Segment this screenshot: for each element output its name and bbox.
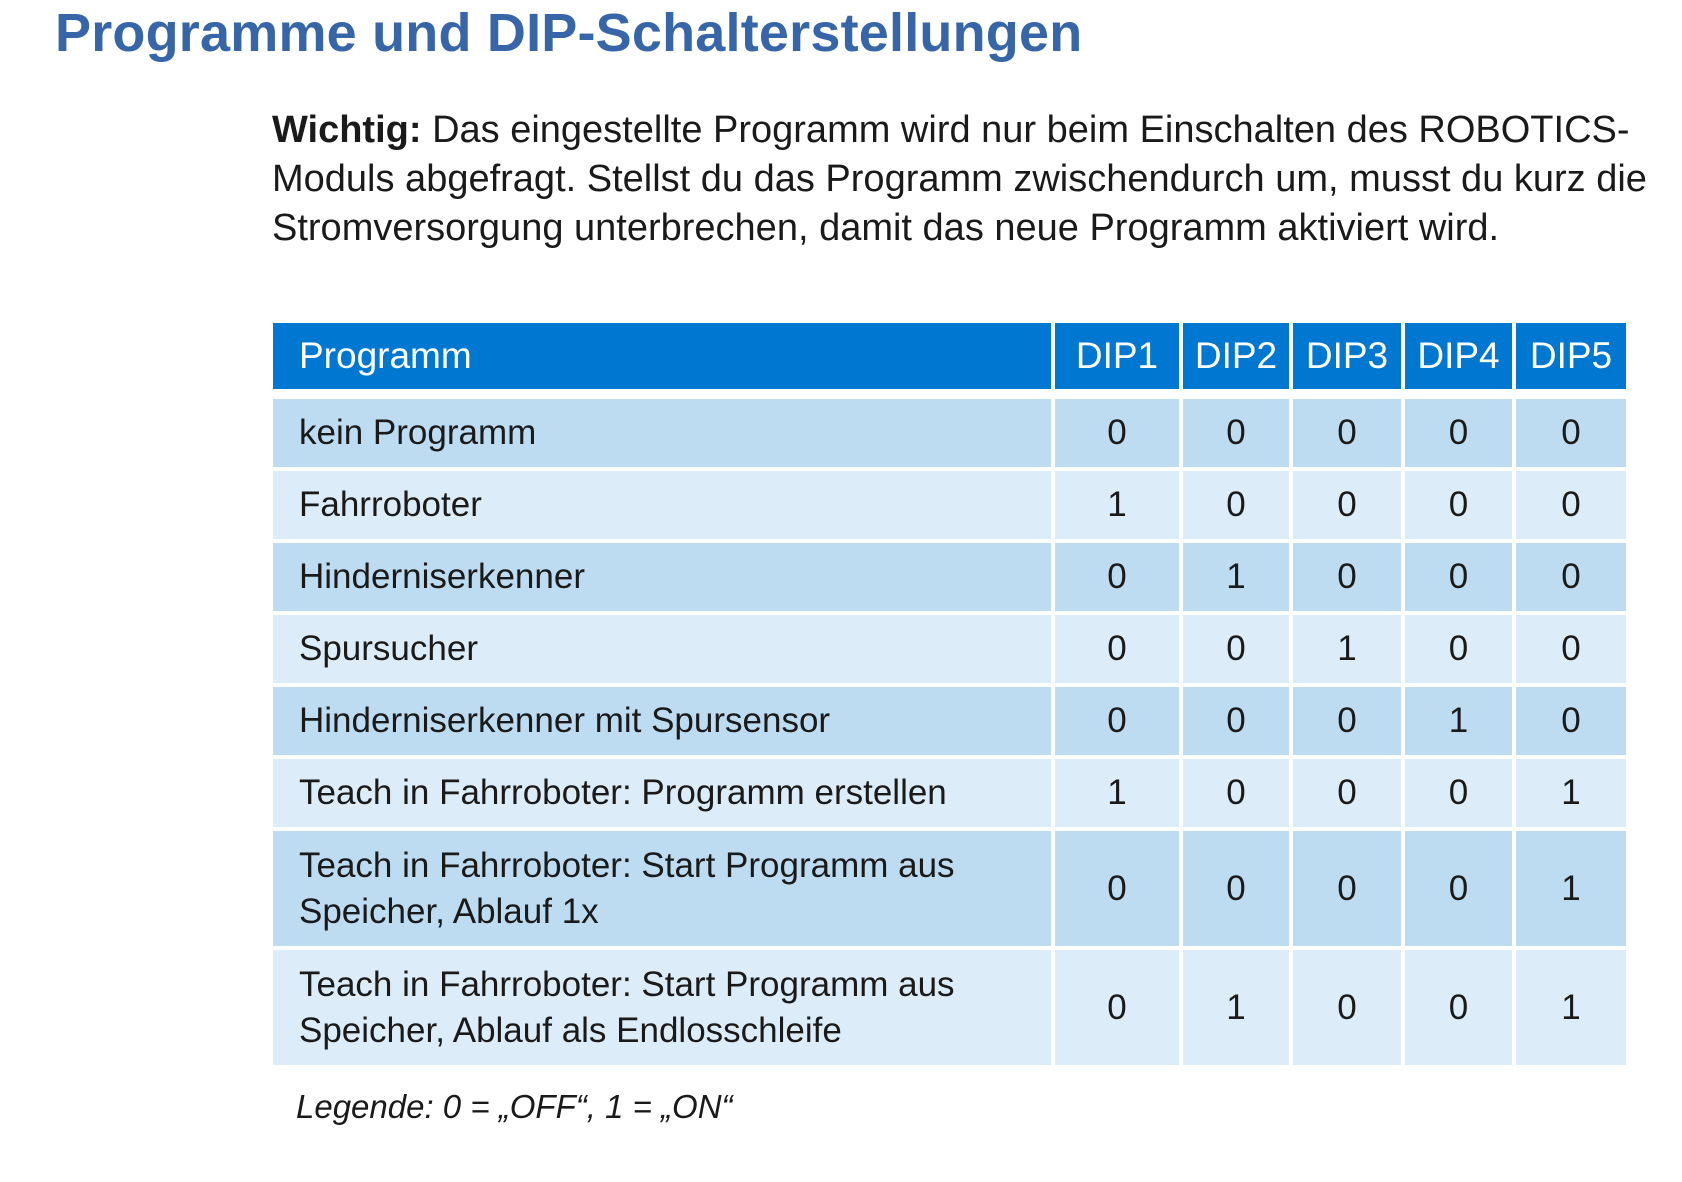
dip2-value: 0: [1183, 399, 1289, 467]
dip3-value: 0: [1293, 543, 1401, 611]
dip5-value: 1: [1516, 831, 1626, 946]
dip4-value: 0: [1405, 543, 1512, 611]
dip2-value: 0: [1183, 471, 1289, 539]
program-name: Fahrroboter: [273, 471, 1051, 539]
table-row: Teach in Fahrroboter: Programm erstellen…: [273, 759, 1626, 827]
dip5-value: 0: [1516, 615, 1626, 683]
dip4-value: 0: [1405, 471, 1512, 539]
dip1-value: 0: [1055, 687, 1179, 755]
dip1-value: 0: [1055, 950, 1179, 1065]
dip1-value: 1: [1055, 471, 1179, 539]
dip4-value: 0: [1405, 950, 1512, 1065]
dip3-value: 0: [1293, 759, 1401, 827]
dip5-value: 1: [1516, 950, 1626, 1065]
dip4-value: 0: [1405, 759, 1512, 827]
header-programm: Programm: [273, 323, 1051, 389]
program-name: Spursucher: [273, 615, 1051, 683]
dip3-value: 1: [1293, 615, 1401, 683]
program-name: kein Programm: [273, 399, 1051, 467]
dip-switch-table: Programm DIP1 DIP2 DIP3 DIP4 DIP5 kein P…: [269, 319, 1630, 1069]
dip4-value: 0: [1405, 399, 1512, 467]
dip4-value: 0: [1405, 831, 1512, 946]
program-name: Teach in Fahrroboter: Start Programm aus…: [273, 950, 1051, 1065]
dip3-value: 0: [1293, 471, 1401, 539]
table-row: Spursucher 0 0 1 0 0: [273, 615, 1626, 683]
table-row: Hinderniserkenner mit Spursensor 0 0 0 1…: [273, 687, 1626, 755]
dip5-value: 0: [1516, 471, 1626, 539]
dip2-value: 0: [1183, 615, 1289, 683]
header-dip5: DIP5: [1516, 323, 1626, 389]
dip2-value: 1: [1183, 543, 1289, 611]
dip3-value: 0: [1293, 399, 1401, 467]
dip3-value: 0: [1293, 831, 1401, 946]
header-dip4: DIP4: [1405, 323, 1512, 389]
header-dip1: DIP1: [1055, 323, 1179, 389]
page-title: Programme und DIP-Schalterstellungen: [55, 3, 1083, 63]
table-header-row: Programm DIP1 DIP2 DIP3 DIP4 DIP5: [273, 323, 1626, 389]
dip1-value: 0: [1055, 615, 1179, 683]
important-note: Wichtig: Das eingestellte Programm wird …: [272, 106, 1652, 253]
table-row: Fahrroboter 1 0 0 0 0: [273, 471, 1626, 539]
table-row: Teach in Fahrroboter: Start Programm aus…: [273, 831, 1626, 946]
program-name: Hinderniserkenner: [273, 543, 1051, 611]
dip5-value: 0: [1516, 687, 1626, 755]
dip4-value: 0: [1405, 615, 1512, 683]
program-name: Teach in Fahrroboter: Start Programm aus…: [273, 831, 1051, 946]
dip3-value: 0: [1293, 687, 1401, 755]
note-text: Das eingestellte Programm wird nur beim …: [272, 109, 1647, 249]
dip1-value: 0: [1055, 831, 1179, 946]
dip5-value: 1: [1516, 759, 1626, 827]
dip5-value: 0: [1516, 399, 1626, 467]
table-row: Hinderniserkenner 0 1 0 0 0: [273, 543, 1626, 611]
dip2-value: 0: [1183, 759, 1289, 827]
note-label: Wichtig:: [272, 109, 422, 151]
table-row: Teach in Fahrroboter: Start Programm aus…: [273, 950, 1626, 1065]
table-legend: Legende: 0 = „OFF“, 1 = „ON“: [296, 1088, 733, 1125]
program-name: Teach in Fahrroboter: Programm erstellen: [273, 759, 1051, 827]
dip1-value: 0: [1055, 399, 1179, 467]
dip2-value: 0: [1183, 831, 1289, 946]
dip4-value: 1: [1405, 687, 1512, 755]
header-dip2: DIP2: [1183, 323, 1289, 389]
header-dip3: DIP3: [1293, 323, 1401, 389]
dip3-value: 0: [1293, 950, 1401, 1065]
dip2-value: 0: [1183, 687, 1289, 755]
table-row: kein Programm 0 0 0 0 0: [273, 399, 1626, 467]
dip1-value: 0: [1055, 543, 1179, 611]
dip2-value: 1: [1183, 950, 1289, 1065]
dip1-value: 1: [1055, 759, 1179, 827]
dip5-value: 0: [1516, 543, 1626, 611]
program-name: Hinderniserkenner mit Spursensor: [273, 687, 1051, 755]
